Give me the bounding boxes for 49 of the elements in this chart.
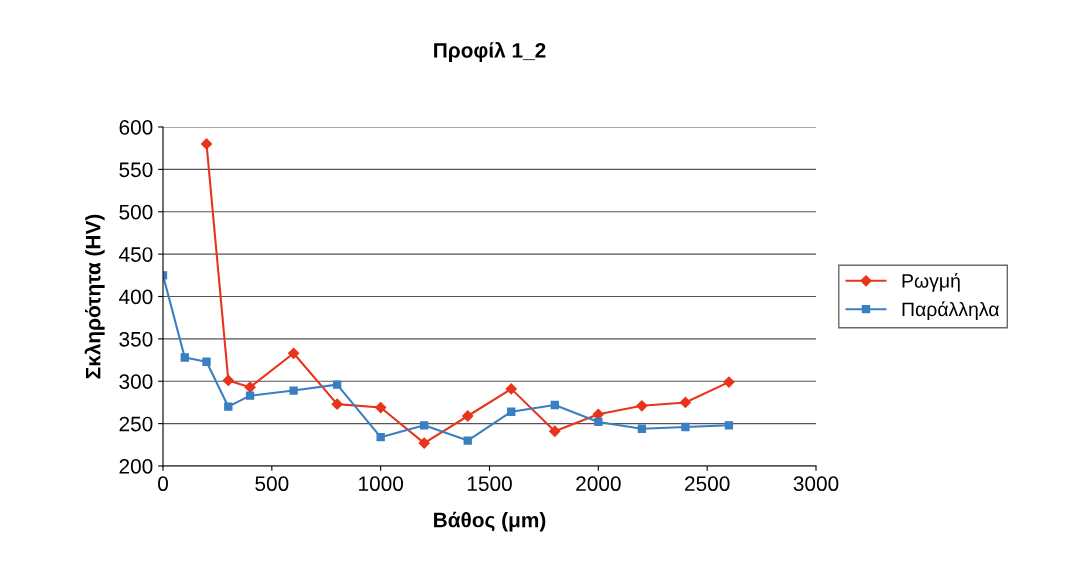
x-axis-title: Βάθος (μm) bbox=[434, 511, 546, 532]
point bbox=[463, 436, 472, 445]
point bbox=[681, 422, 690, 432]
point bbox=[180, 353, 189, 362]
point bbox=[287, 347, 300, 359]
y-tick-label: 600 bbox=[119, 120, 153, 135]
point bbox=[723, 376, 735, 388]
x-tick-label: 500 bbox=[255, 476, 289, 492]
x-tick-label: 1500 bbox=[467, 476, 512, 492]
point bbox=[200, 138, 213, 150]
chart-title: Προφίλ 1_2 bbox=[434, 41, 546, 62]
point bbox=[376, 433, 385, 442]
point bbox=[505, 383, 517, 395]
y-tick-label: 300 bbox=[119, 374, 153, 389]
point bbox=[222, 374, 234, 387]
point bbox=[679, 396, 692, 409]
y-tick-label: 400 bbox=[119, 289, 153, 305]
point bbox=[332, 380, 342, 389]
y-tick-label: 250 bbox=[119, 416, 153, 432]
point bbox=[594, 417, 603, 427]
x-tick-label: 0 bbox=[158, 476, 168, 492]
point bbox=[462, 410, 474, 422]
point bbox=[289, 386, 298, 395]
point bbox=[724, 421, 734, 430]
x-tick-label: 1000 bbox=[359, 476, 404, 492]
point bbox=[550, 400, 559, 410]
legend-label: Παράλληλα bbox=[902, 301, 999, 321]
y-tick-label: 350 bbox=[119, 331, 153, 347]
point bbox=[244, 381, 256, 393]
y-axis-title: Σκληρότητα (HV) bbox=[84, 214, 105, 379]
point bbox=[507, 407, 516, 416]
point bbox=[331, 398, 343, 410]
point bbox=[375, 401, 387, 414]
x-tick-label: 2500 bbox=[685, 476, 730, 492]
point bbox=[637, 424, 647, 433]
x-tick-label: 3000 bbox=[793, 476, 839, 492]
y-tick-label: 200 bbox=[119, 459, 153, 474]
point bbox=[636, 400, 648, 412]
point bbox=[245, 391, 255, 400]
y-tick-label: 550 bbox=[119, 162, 153, 178]
point bbox=[418, 437, 430, 449]
x-tick-label: 2000 bbox=[576, 476, 621, 492]
y-tick-label: 450 bbox=[119, 247, 153, 262]
point bbox=[549, 425, 561, 437]
legend-label: Ρωγμή bbox=[902, 272, 960, 292]
point bbox=[202, 357, 211, 366]
point bbox=[420, 421, 429, 430]
point bbox=[224, 402, 233, 411]
y-tick-label: 500 bbox=[119, 204, 153, 220]
